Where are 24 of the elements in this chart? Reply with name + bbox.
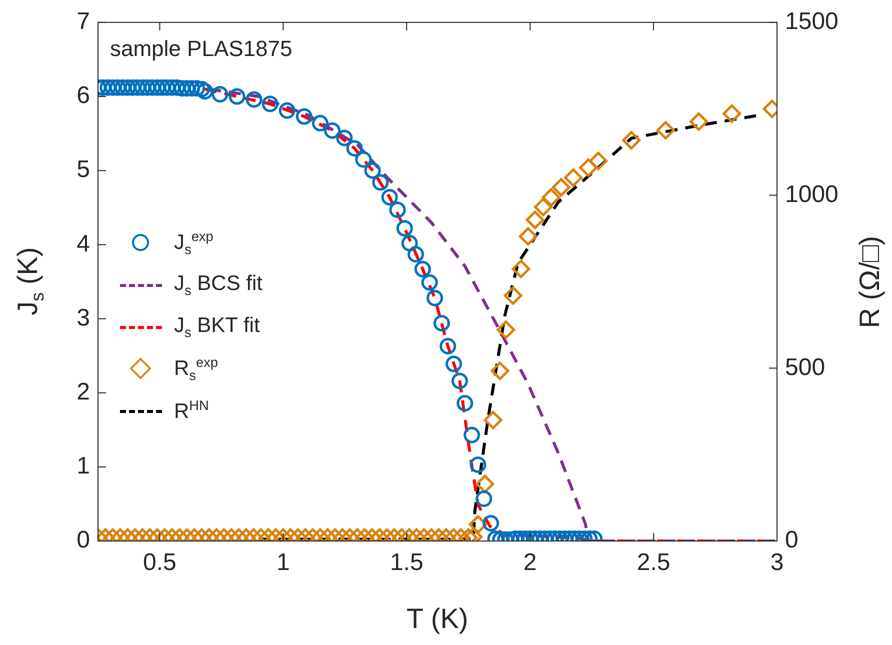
x-tick-label: 2 bbox=[523, 549, 537, 576]
y2-tick-label: 500 bbox=[785, 354, 826, 381]
y2-tick-label: 1000 bbox=[785, 180, 838, 208]
y2-tick-label: 0 bbox=[785, 526, 798, 554]
x-tick-label: 1 bbox=[276, 549, 290, 576]
y-tick-label: 3 bbox=[76, 304, 90, 332]
x-tick-label: 0.5 bbox=[143, 549, 176, 576]
x-axis-title: T (K) bbox=[406, 603, 468, 635]
y2-axis-title: R (Ω/□) bbox=[854, 236, 886, 328]
y-tick-label: 7 bbox=[76, 8, 90, 36]
y-tick-label: 6 bbox=[76, 82, 90, 110]
annotation: sample PLAS1875 bbox=[110, 36, 292, 62]
y-tick-label: 4 bbox=[76, 230, 90, 258]
y-tick-label: 2 bbox=[76, 378, 90, 406]
legend-label: J$_{s}$ BCS fit bbox=[174, 272, 263, 298]
y-tick-label: 0 bbox=[76, 526, 90, 554]
x-tick-label: 1.5 bbox=[390, 549, 424, 576]
legend-label: J$_{s}$ BKT fit bbox=[174, 314, 260, 340]
legend-label: R$^{HN}$ bbox=[174, 398, 209, 424]
y-tick-label: 1 bbox=[76, 452, 90, 480]
y2-tick-label: 1500 bbox=[785, 8, 838, 36]
x-tick-label: 2.5 bbox=[636, 549, 670, 576]
x-tick-label: 3 bbox=[770, 549, 784, 576]
y-tick-label: 5 bbox=[76, 156, 90, 184]
